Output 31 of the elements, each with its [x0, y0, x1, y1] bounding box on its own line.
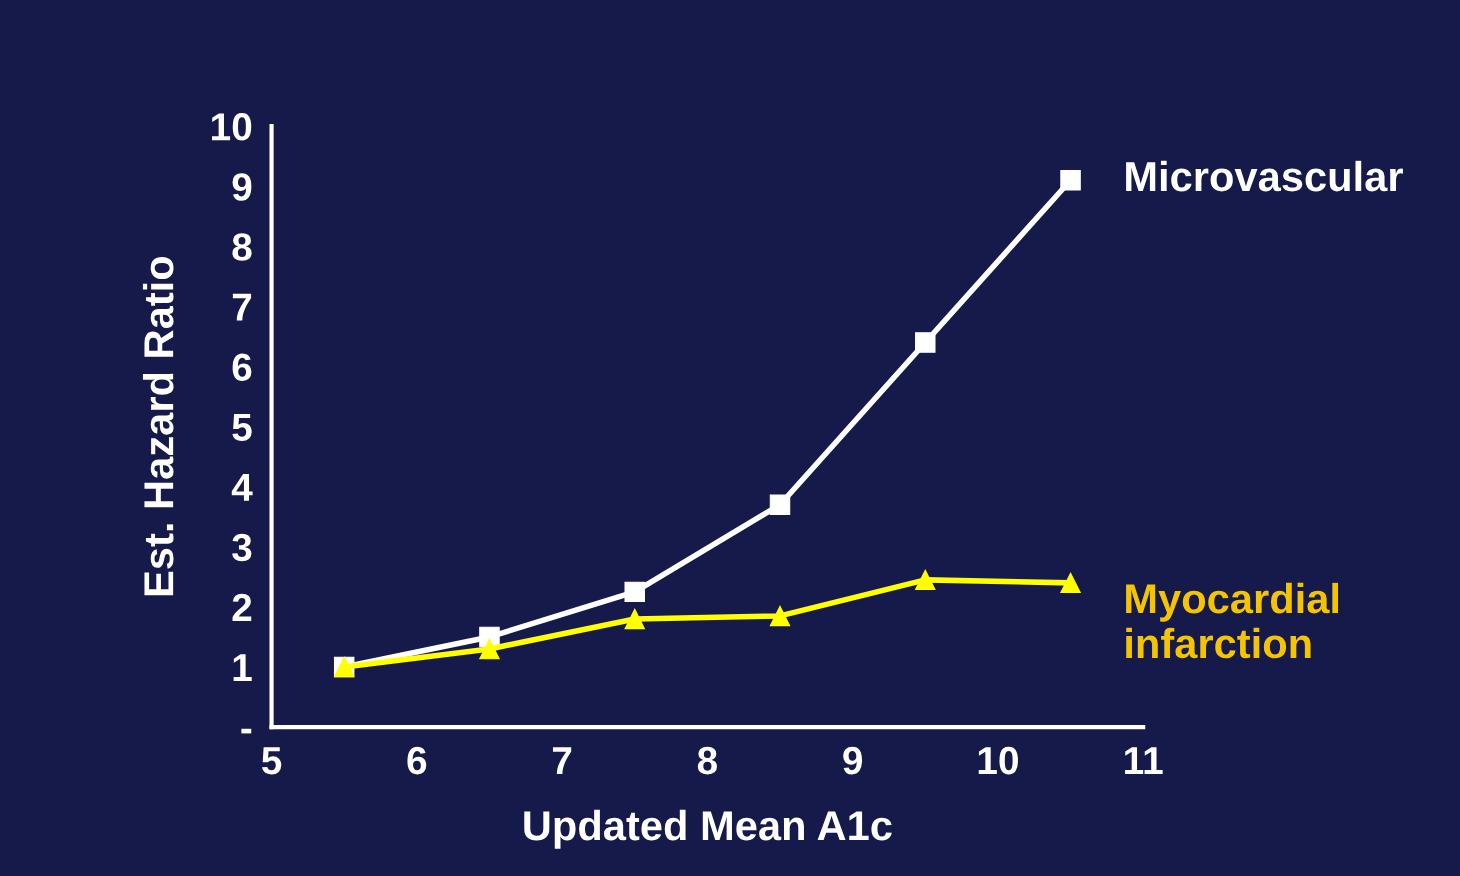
point	[915, 332, 936, 353]
x-tick-label: 11	[1125, 747, 1163, 775]
point	[1060, 572, 1081, 594]
y-tick-label: 10	[212, 113, 252, 141]
point	[479, 638, 500, 660]
y-tick-label: 9	[232, 173, 252, 201]
series-label: Myocardial infarction	[1126, 582, 1339, 659]
y-axis-title: Est. Hazard Ratio	[142, 256, 174, 596]
y-tick-label: 5	[232, 413, 252, 442]
point	[915, 569, 936, 591]
y-tick-label: 3	[232, 533, 252, 562]
point	[624, 581, 645, 603]
y-tick-label: 1	[233, 654, 252, 682]
point	[624, 608, 645, 630]
series-label: Microvascular	[1126, 160, 1403, 192]
point	[769, 605, 791, 627]
point	[769, 494, 791, 515]
x-axis-title: Updated Mean A1c	[524, 809, 892, 849]
x-tick-label: 10	[978, 746, 1018, 775]
y-tick-label: 4	[231, 474, 253, 501]
x-tick-label: 7	[552, 747, 572, 775]
y-tick-label: -	[241, 728, 252, 734]
y-tick-label: 7	[232, 293, 252, 321]
y-tick-label: 2	[232, 593, 252, 621]
y-tick-label: 8	[232, 233, 252, 261]
x-tick-label: 5	[261, 747, 282, 775]
y-tick-label: 6	[232, 353, 252, 381]
x-tick-label: 8	[697, 746, 717, 775]
point	[1060, 169, 1081, 191]
x-tick-label: 6	[407, 746, 427, 775]
x-tick-label: 9	[843, 746, 863, 775]
